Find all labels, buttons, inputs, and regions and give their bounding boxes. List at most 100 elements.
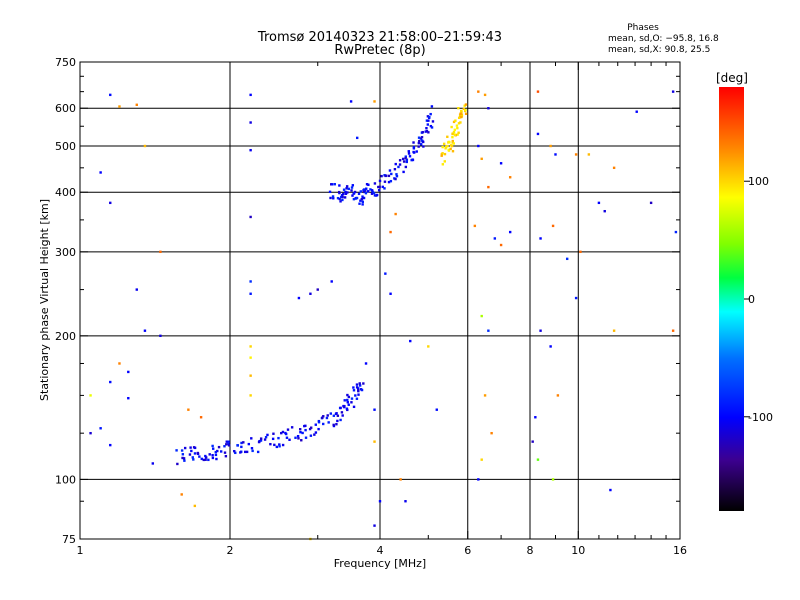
trace-point bbox=[365, 183, 369, 186]
trace-point bbox=[342, 192, 345, 196]
scatter-point bbox=[118, 105, 121, 108]
trace-point bbox=[297, 437, 300, 440]
trace-point bbox=[456, 133, 459, 136]
trace-point bbox=[404, 155, 407, 158]
trace-point bbox=[427, 119, 430, 122]
trace-point bbox=[394, 177, 397, 181]
trace-point bbox=[309, 434, 313, 437]
scatter-point bbox=[249, 356, 252, 359]
scatter-point bbox=[109, 93, 112, 97]
trace-point bbox=[360, 388, 364, 392]
trace-point bbox=[343, 404, 346, 408]
trace-point bbox=[384, 174, 388, 177]
trace-point bbox=[451, 135, 454, 139]
scatter-point bbox=[199, 416, 203, 419]
colorbar-tick-label: 100 bbox=[748, 175, 769, 188]
trace-point bbox=[452, 142, 455, 145]
trace-point bbox=[443, 160, 446, 163]
trace-point bbox=[336, 419, 339, 423]
trace-point bbox=[422, 145, 425, 148]
trace-point bbox=[457, 131, 460, 134]
trace-point bbox=[326, 414, 329, 417]
scatter-point bbox=[249, 280, 252, 283]
trace-point bbox=[234, 451, 237, 455]
trace-point bbox=[299, 428, 302, 431]
trace-point bbox=[208, 453, 211, 456]
trace-point bbox=[395, 175, 399, 178]
trace-point bbox=[351, 184, 355, 187]
trace-point bbox=[463, 104, 466, 107]
scatter-point bbox=[99, 171, 102, 174]
scatter-point bbox=[473, 224, 477, 228]
trace-point bbox=[325, 416, 329, 420]
trace-point bbox=[345, 187, 348, 190]
trace-point bbox=[352, 386, 355, 389]
y-tick-label: 600 bbox=[55, 102, 76, 115]
trace-point bbox=[313, 433, 316, 436]
trace-point bbox=[405, 160, 408, 164]
trace-point bbox=[330, 183, 334, 186]
phases-x-mode: mean, sd,X: 90.8, 25.5 bbox=[608, 45, 710, 55]
trace-point bbox=[404, 165, 408, 169]
trace-point bbox=[372, 191, 376, 195]
trace-point bbox=[352, 389, 356, 392]
scatter-point bbox=[487, 329, 490, 332]
scatter-point bbox=[565, 257, 569, 261]
scatter-point bbox=[330, 280, 333, 283]
trace-point bbox=[341, 194, 344, 197]
trace-point bbox=[350, 397, 354, 400]
trace-point bbox=[278, 443, 281, 446]
trace-point bbox=[266, 433, 269, 437]
scatter-point bbox=[635, 110, 638, 113]
scatter-point bbox=[373, 100, 376, 103]
x-tick-label: 4 bbox=[377, 544, 384, 557]
scatter-point bbox=[483, 394, 487, 397]
scatter-point bbox=[127, 396, 130, 400]
trace-point bbox=[346, 401, 349, 404]
trace-point bbox=[339, 200, 342, 203]
y-tick-label: 500 bbox=[55, 140, 76, 153]
trace-point bbox=[216, 449, 219, 453]
trace-point bbox=[269, 442, 272, 446]
scatter-point bbox=[539, 329, 542, 332]
trace-point bbox=[338, 197, 341, 201]
scatter-point bbox=[384, 272, 387, 275]
trace-point bbox=[350, 401, 353, 404]
trace-point bbox=[211, 444, 214, 448]
scatter-point bbox=[409, 339, 412, 343]
scatter-point bbox=[490, 431, 493, 435]
trace-point bbox=[430, 126, 434, 129]
trace-point bbox=[337, 190, 341, 194]
trace-point bbox=[314, 423, 317, 426]
x-tick-label: 6 bbox=[464, 544, 471, 557]
y-tick-label: 100 bbox=[55, 473, 76, 486]
trace-point bbox=[346, 191, 349, 194]
trace-point bbox=[182, 457, 186, 460]
trace-point bbox=[346, 398, 349, 402]
trace-point bbox=[190, 449, 193, 453]
trace-point bbox=[441, 145, 444, 149]
trace-point bbox=[328, 190, 332, 194]
trace-point bbox=[464, 103, 468, 106]
trace-point bbox=[387, 180, 391, 184]
trace-point bbox=[425, 129, 429, 133]
scatter-point bbox=[151, 462, 155, 465]
trace-point bbox=[343, 196, 347, 199]
trace-point bbox=[459, 121, 462, 124]
trace-point bbox=[336, 196, 340, 200]
y-tick-label: 200 bbox=[55, 330, 76, 343]
trace-point bbox=[459, 112, 462, 115]
trace-point bbox=[460, 109, 463, 113]
scatter-point bbox=[373, 524, 376, 527]
trace-point bbox=[419, 137, 423, 140]
scatter-point bbox=[574, 153, 578, 156]
trace-point bbox=[296, 434, 300, 438]
trace-point bbox=[263, 438, 267, 441]
scatter-point bbox=[536, 458, 540, 461]
scatter-point bbox=[549, 345, 552, 348]
scatter-point bbox=[427, 345, 430, 348]
trace-point bbox=[357, 389, 360, 392]
y-axis-label: Stationary phase Virtual Height [km] bbox=[38, 199, 51, 401]
trace-point bbox=[451, 132, 455, 135]
